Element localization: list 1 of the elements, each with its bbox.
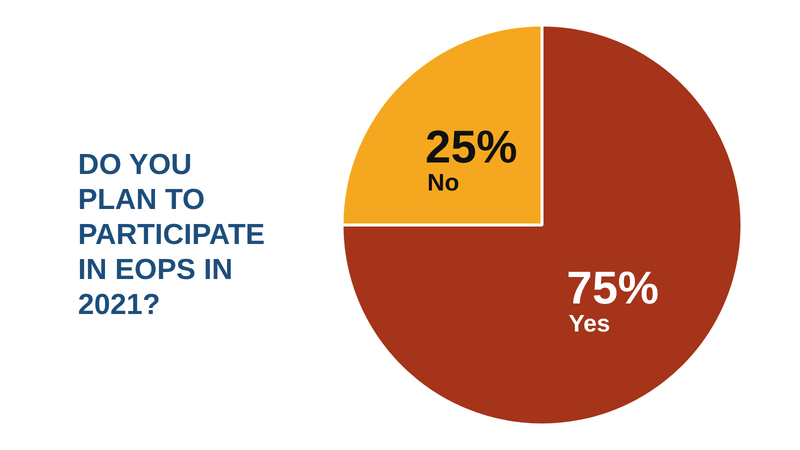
text: DO YOU PLAN TO PARTICIPATE IN EOPS IN 2021? xyxy=(78,148,266,323)
